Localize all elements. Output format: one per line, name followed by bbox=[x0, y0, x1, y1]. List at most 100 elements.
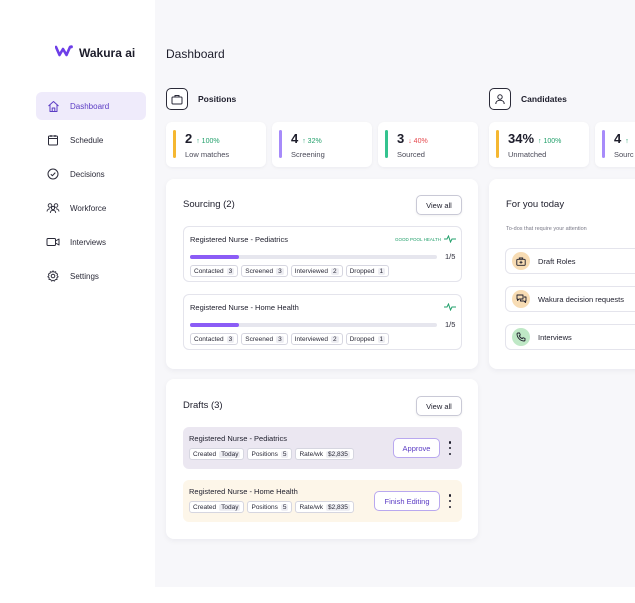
pill-value: 1 bbox=[377, 335, 386, 343]
stat-change: ↓ 40% bbox=[408, 138, 428, 145]
sidebar-item-decisions[interactable]: Decisions bbox=[36, 160, 146, 188]
approve-button[interactable]: Approve bbox=[393, 438, 440, 458]
pill-label: Contacted bbox=[194, 267, 224, 275]
for-you-subtitle: To-dos that require your attention bbox=[506, 226, 587, 232]
sidebar-item-settings[interactable]: Settings bbox=[36, 262, 146, 290]
pulse-icon bbox=[444, 234, 456, 244]
sidebar-item-label: Interviews bbox=[70, 237, 107, 247]
pill-value: 3 bbox=[226, 267, 235, 275]
stat-number: 34% ↑ 100% bbox=[508, 131, 561, 146]
sidebar-item-label: Schedule bbox=[70, 135, 104, 145]
stat-value: 34% bbox=[508, 131, 535, 146]
sourcing-title: Sourcing (2) bbox=[183, 199, 235, 210]
stat-number: 3 ↓ 40% bbox=[397, 131, 428, 146]
stat-color-bar bbox=[496, 130, 499, 158]
stat-unmatched[interactable]: 34% ↑ 100% Unmatched bbox=[489, 122, 589, 167]
pill-value: Today bbox=[219, 503, 241, 511]
stat-change: ↑ 100% bbox=[196, 138, 220, 145]
sidebar-item-workforce[interactable]: Workforce bbox=[36, 194, 146, 222]
todo-decision-requests[interactable]: Wakura decision requests bbox=[505, 286, 635, 312]
draft-item[interactable]: Registered Nurse - Pediatrics Created Tod… bbox=[183, 427, 462, 469]
draft-pills: Created Today Positions 5 Rate/wk $2,835 bbox=[189, 501, 354, 513]
stat-value: 4 bbox=[291, 131, 299, 146]
stat-low-matches[interactable]: 2 ↑ 100% Low matches bbox=[166, 122, 266, 167]
pill-value: 5 bbox=[280, 450, 289, 458]
more-options-icon[interactable] bbox=[447, 441, 453, 455]
sidebar-item-label: Decisions bbox=[70, 169, 105, 179]
stat-color-bar bbox=[279, 130, 282, 158]
sidebar-item-interviews[interactable]: Interviews bbox=[36, 228, 146, 256]
candidates-header: Candidates bbox=[489, 88, 567, 110]
pill-label: Interviewed bbox=[294, 267, 328, 275]
stat-label: Sourc bbox=[614, 150, 634, 159]
job-stage-pills: Contacted 3 Screened 3 Interviewed 2 Droppe… bbox=[190, 265, 390, 277]
pill-label: Positions bbox=[251, 450, 278, 458]
job-title: Registered Nurse - Home Health bbox=[190, 303, 299, 312]
stat-number: 2 ↑ 100% bbox=[185, 131, 220, 146]
stat-value: 4 bbox=[614, 131, 622, 146]
todo-label: Interviews bbox=[538, 332, 572, 342]
drafts-title: Drafts (3) bbox=[183, 400, 223, 411]
sidebar-item-label: Settings bbox=[70, 271, 99, 281]
stat-color-bar bbox=[385, 130, 388, 158]
stat-color-bar bbox=[602, 130, 605, 158]
stat-change: ↑ bbox=[625, 138, 629, 145]
logo-text: Wakura ai bbox=[79, 46, 136, 60]
pill-positions: Positions 5 bbox=[247, 501, 293, 513]
wakura-logo-icon bbox=[54, 44, 73, 62]
pool-health-label: GOOD POOL HEALTH bbox=[394, 237, 441, 242]
pill-contacted: Contacted 3 bbox=[190, 265, 239, 277]
drafts-card: Drafts (3) View all Registered Nurse - P… bbox=[166, 379, 478, 539]
stat-value: 3 bbox=[397, 131, 405, 146]
stat-sourced-candidates[interactable]: 4 ↑ Sourc bbox=[595, 122, 635, 167]
todo-interviews[interactable]: Interviews bbox=[505, 324, 635, 350]
sourcing-job-card[interactable]: Registered Nurse - Pediatrics GOOD POOL … bbox=[183, 226, 462, 282]
sidebar-item-dashboard[interactable]: Dashboard bbox=[36, 92, 146, 120]
pill-value: 5 bbox=[280, 503, 289, 511]
home-icon bbox=[46, 99, 60, 113]
pill-value: 3 bbox=[276, 335, 284, 343]
draft-item[interactable]: Registered Nurse - Home Health Created To… bbox=[183, 480, 462, 522]
pill-value: 2 bbox=[330, 335, 339, 343]
job-stage-pills: Contacted 3 Screened 3 Interviewed 2 Droppe… bbox=[190, 333, 390, 345]
stat-screening[interactable]: 4 ↑ 32% Screening bbox=[272, 122, 372, 167]
candidates-title: Candidates bbox=[521, 94, 567, 104]
video-icon bbox=[46, 235, 60, 249]
stat-change: ↑ 32% bbox=[302, 138, 322, 145]
pill-dropped: Dropped 1 bbox=[345, 265, 390, 277]
sourcing-job-card[interactable]: Registered Nurse - Home Health 1/5 Conta… bbox=[183, 294, 462, 350]
stat-number: 4 ↑ 32% bbox=[291, 131, 322, 146]
stat-sourced[interactable]: 3 ↓ 40% Sourced bbox=[378, 122, 478, 167]
logo[interactable]: Wakura ai bbox=[54, 44, 136, 62]
todo-label: Draft Roles bbox=[538, 256, 576, 266]
pill-dropped: Dropped 1 bbox=[345, 333, 390, 345]
pill-screened: Screened 3 bbox=[241, 333, 288, 345]
drafts-view-all-button[interactable]: View all bbox=[416, 396, 462, 416]
more-options-icon[interactable] bbox=[447, 494, 453, 508]
draft-title: Registered Nurse - Home Health bbox=[189, 487, 298, 496]
for-you-title: For you today bbox=[506, 199, 565, 210]
todo-draft-roles[interactable]: Draft Roles bbox=[505, 248, 635, 274]
sidebar-item-label: Dashboard bbox=[70, 101, 110, 111]
finish-editing-button[interactable]: Finish Editing bbox=[374, 491, 440, 511]
pill-value: $2,835 bbox=[325, 450, 350, 458]
stat-label: Low matches bbox=[185, 150, 230, 159]
pill-contacted: Contacted 3 bbox=[190, 333, 239, 345]
pill-screened: Screened 3 bbox=[241, 265, 288, 277]
sourcing-view-all-button[interactable]: View all bbox=[416, 195, 462, 215]
calendar-icon bbox=[46, 133, 60, 147]
pill-positions: Positions 5 bbox=[247, 448, 293, 460]
sidebar-item-label: Workforce bbox=[70, 203, 107, 213]
pill-label: Positions bbox=[251, 503, 278, 511]
pool-health-badge bbox=[444, 302, 456, 312]
pill-interviewed: Interviewed 2 bbox=[290, 265, 343, 277]
stat-label: Sourced bbox=[397, 150, 425, 159]
check-circle-icon bbox=[46, 167, 60, 181]
sidebar-item-schedule[interactable]: Schedule bbox=[36, 126, 146, 154]
positions-header: Positions bbox=[166, 88, 236, 110]
pill-label: Created bbox=[193, 503, 217, 511]
pill-label: Rate/wk bbox=[299, 450, 323, 458]
pill-label: Dropped bbox=[349, 267, 375, 275]
main-content: Dashboard Positions Candidates 2 ↑ 100% … bbox=[155, 0, 635, 587]
